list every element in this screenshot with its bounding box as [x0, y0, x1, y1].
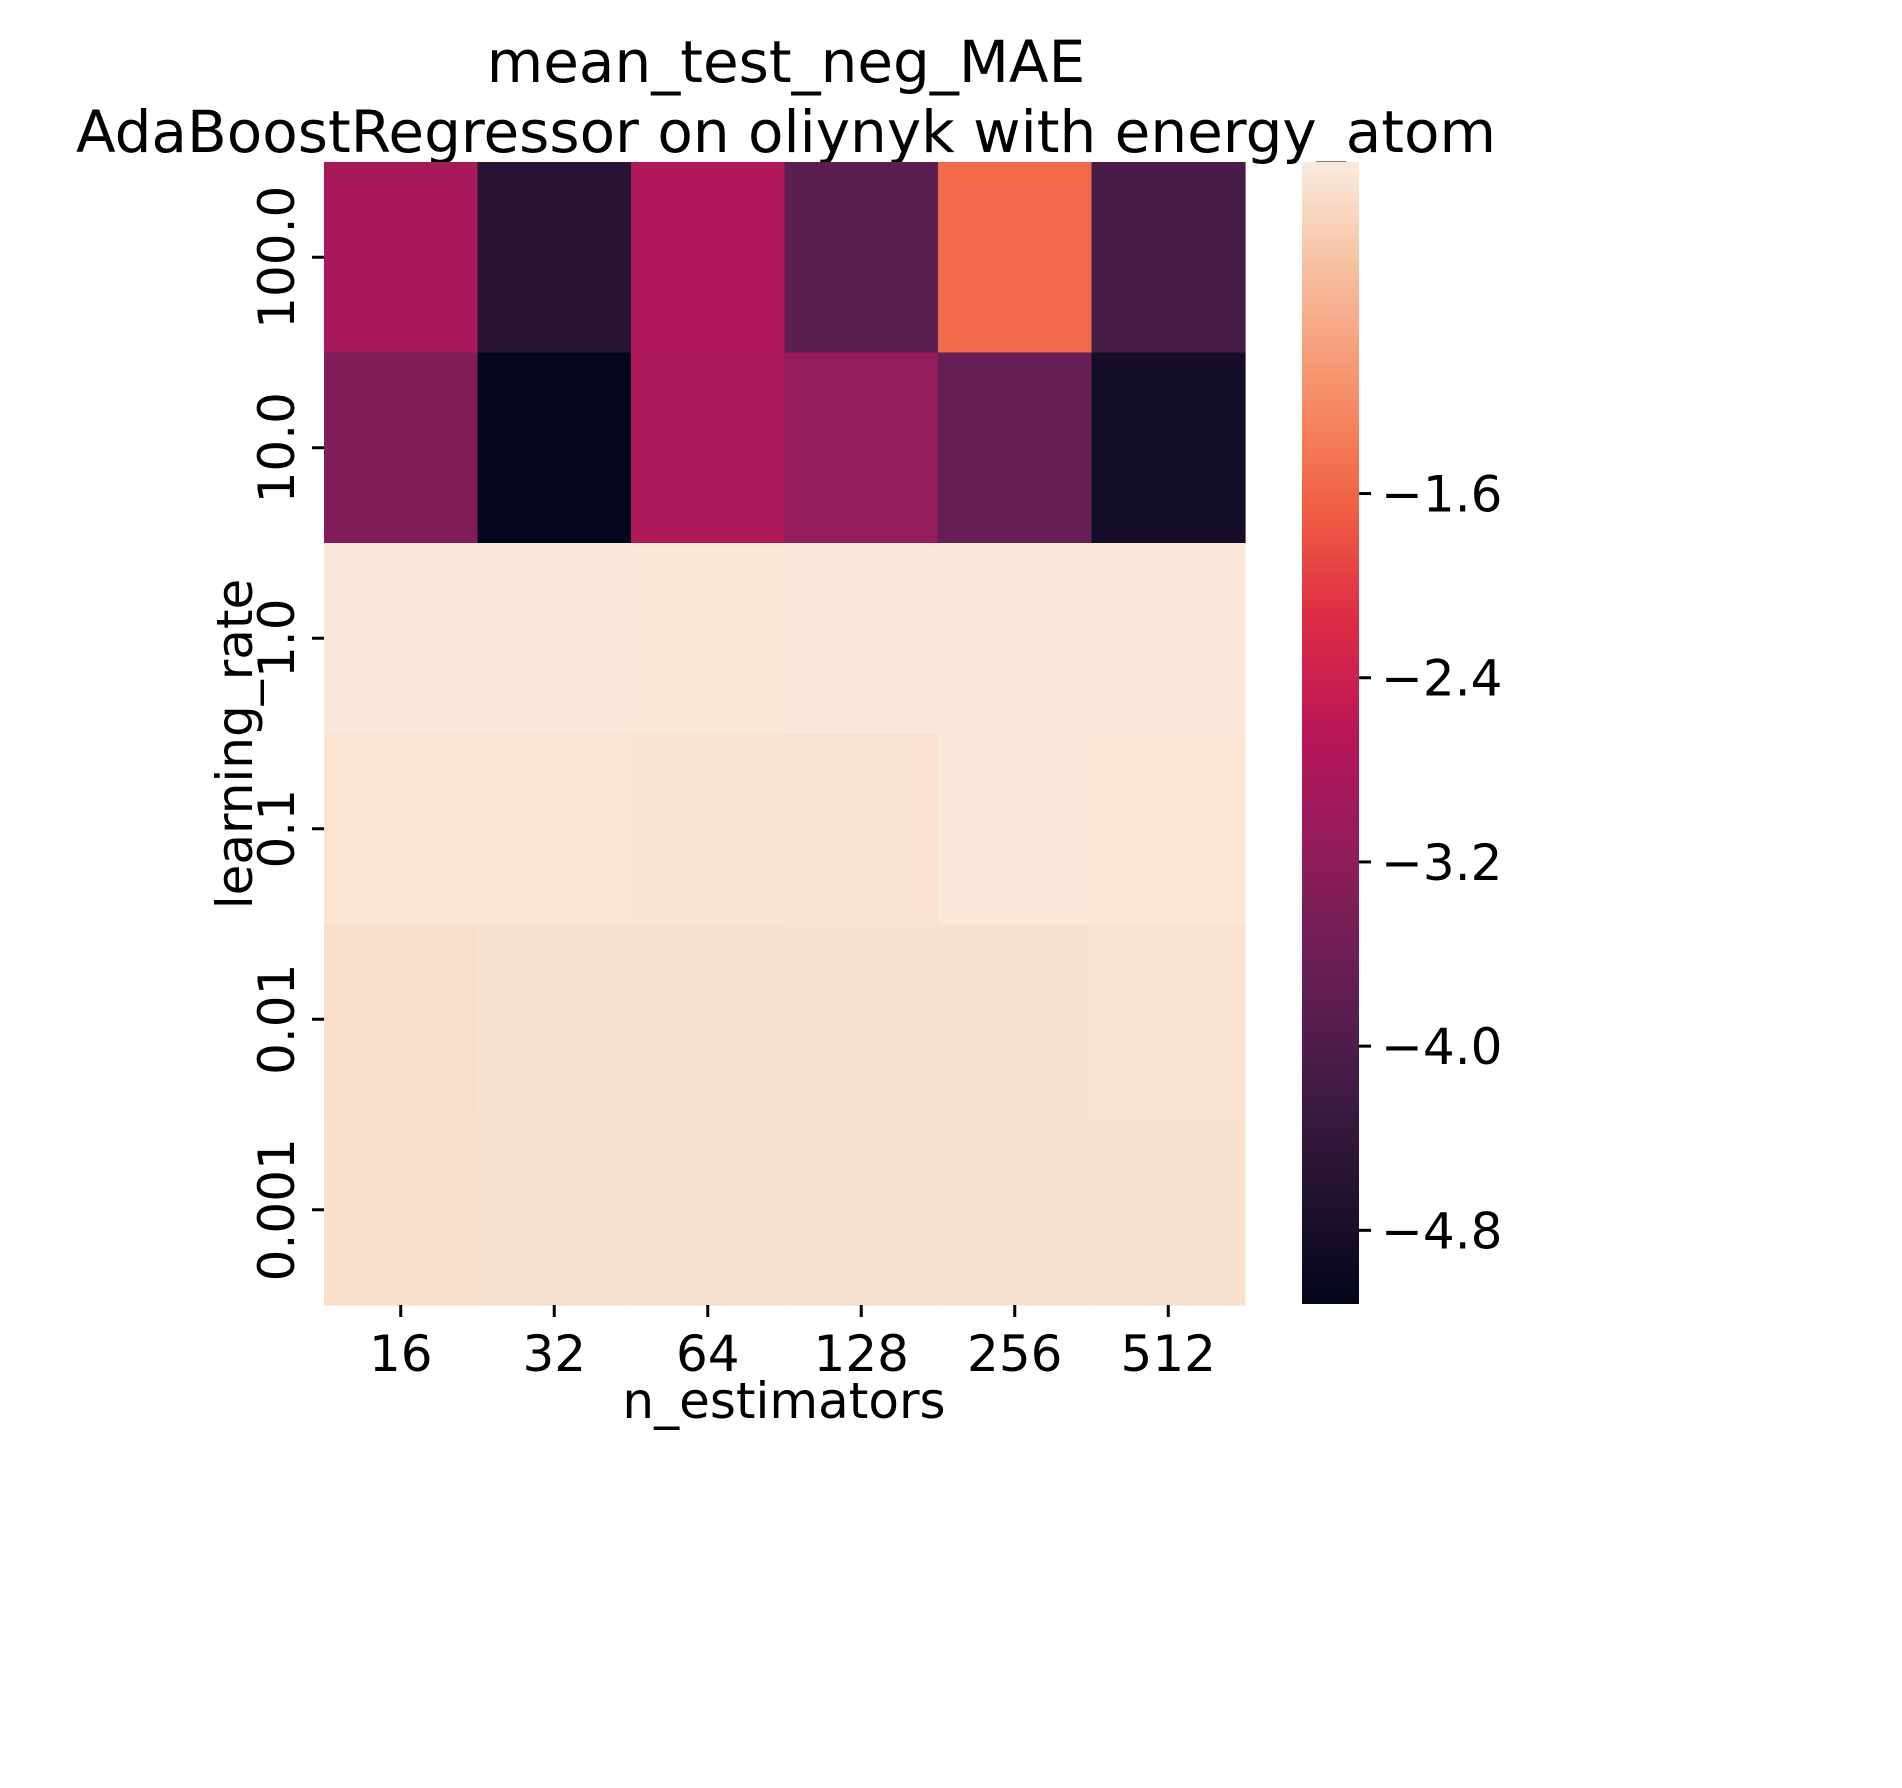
heatmap-cell	[1091, 352, 1246, 544]
heatmap-cell	[938, 1114, 1093, 1306]
heatmap-cell	[477, 162, 632, 354]
heatmap-cell	[1091, 924, 1246, 1116]
x-tick-label: 256	[967, 1325, 1062, 1383]
heatmap-cell	[324, 733, 479, 925]
colorbar-tick-label: −2.4	[1381, 650, 1502, 708]
colorbar-ticks: −1.6 −2.4 −3.2 −4.0 −4.8	[1359, 466, 1502, 1260]
heatmap-cell	[324, 352, 479, 544]
colorbar-tick-label: −4.0	[1381, 1018, 1502, 1076]
x-tick-label: 32	[522, 1325, 586, 1383]
chart-title: mean_test_neg_MAE	[487, 28, 1086, 96]
y-tick-label: 1.0	[248, 598, 306, 678]
colorbar-tick-label: −3.2	[1381, 834, 1502, 892]
y-tick-label: 0.1	[248, 789, 306, 869]
y-axis-label: learning_rate	[206, 579, 264, 910]
heatmap-cell	[477, 924, 632, 1116]
heatmap-cell	[477, 352, 632, 544]
heatmap-cell	[784, 733, 939, 925]
chart-subtitle: AdaBoostRegressor on oliynyk with energy…	[76, 98, 1496, 166]
y-tick-label: 0.001	[248, 1138, 306, 1281]
heatmap-cell	[324, 162, 479, 354]
heatmap-cell	[631, 352, 786, 544]
x-axis-label: n_estimators	[622, 1372, 945, 1430]
heatmap-cell	[784, 924, 939, 1116]
heatmap-cell	[631, 543, 786, 735]
x-axis-ticks: 16 32 64 128 256 512	[369, 1305, 1216, 1383]
heatmap-cell	[938, 543, 1093, 735]
heatmap-cell	[784, 543, 939, 735]
heatmap-cell	[631, 162, 786, 354]
y-tick-label: 100.0	[248, 186, 306, 329]
x-tick-label: 512	[1121, 1325, 1216, 1383]
y-tick-label: 10.0	[248, 392, 306, 503]
heatmap-cell	[784, 162, 939, 354]
heatmap-cell	[324, 1114, 479, 1306]
heatmap-cell	[938, 162, 1093, 354]
x-tick-label: 16	[369, 1325, 433, 1383]
colorbar-tick-label: −1.6	[1381, 466, 1502, 524]
y-tick-label: 0.01	[248, 964, 306, 1075]
heatmap-cell	[784, 1114, 939, 1306]
heatmap-cell	[1091, 1114, 1246, 1306]
colorbar	[1302, 162, 1359, 1304]
heatmap-cell	[477, 733, 632, 925]
heatmap-cell	[477, 543, 632, 735]
heatmap-cell	[631, 924, 786, 1116]
heatmap-cell	[631, 1114, 786, 1306]
heatmap-cell	[1091, 733, 1246, 925]
heatmap-cell	[324, 543, 479, 735]
heatmap-cell	[938, 352, 1093, 544]
y-axis-ticks: 100.0 10.0 1.0 0.1 0.01 0.001	[248, 186, 324, 1281]
heatmap-cell	[938, 733, 1093, 925]
heatmap-cell	[784, 352, 939, 544]
x-tick-label: 128	[814, 1325, 909, 1383]
heatmap-cell	[938, 924, 1093, 1116]
colorbar-tick-label: −4.8	[1381, 1202, 1502, 1260]
heatmap-cell	[631, 733, 786, 925]
heatmap-cell	[324, 924, 479, 1116]
heatmap-cell	[1091, 162, 1246, 354]
heatmap-cell	[1091, 543, 1246, 735]
heatmap-cells	[324, 162, 1246, 1306]
heatmap-cell	[477, 1114, 632, 1306]
x-tick-label: 64	[676, 1325, 740, 1383]
